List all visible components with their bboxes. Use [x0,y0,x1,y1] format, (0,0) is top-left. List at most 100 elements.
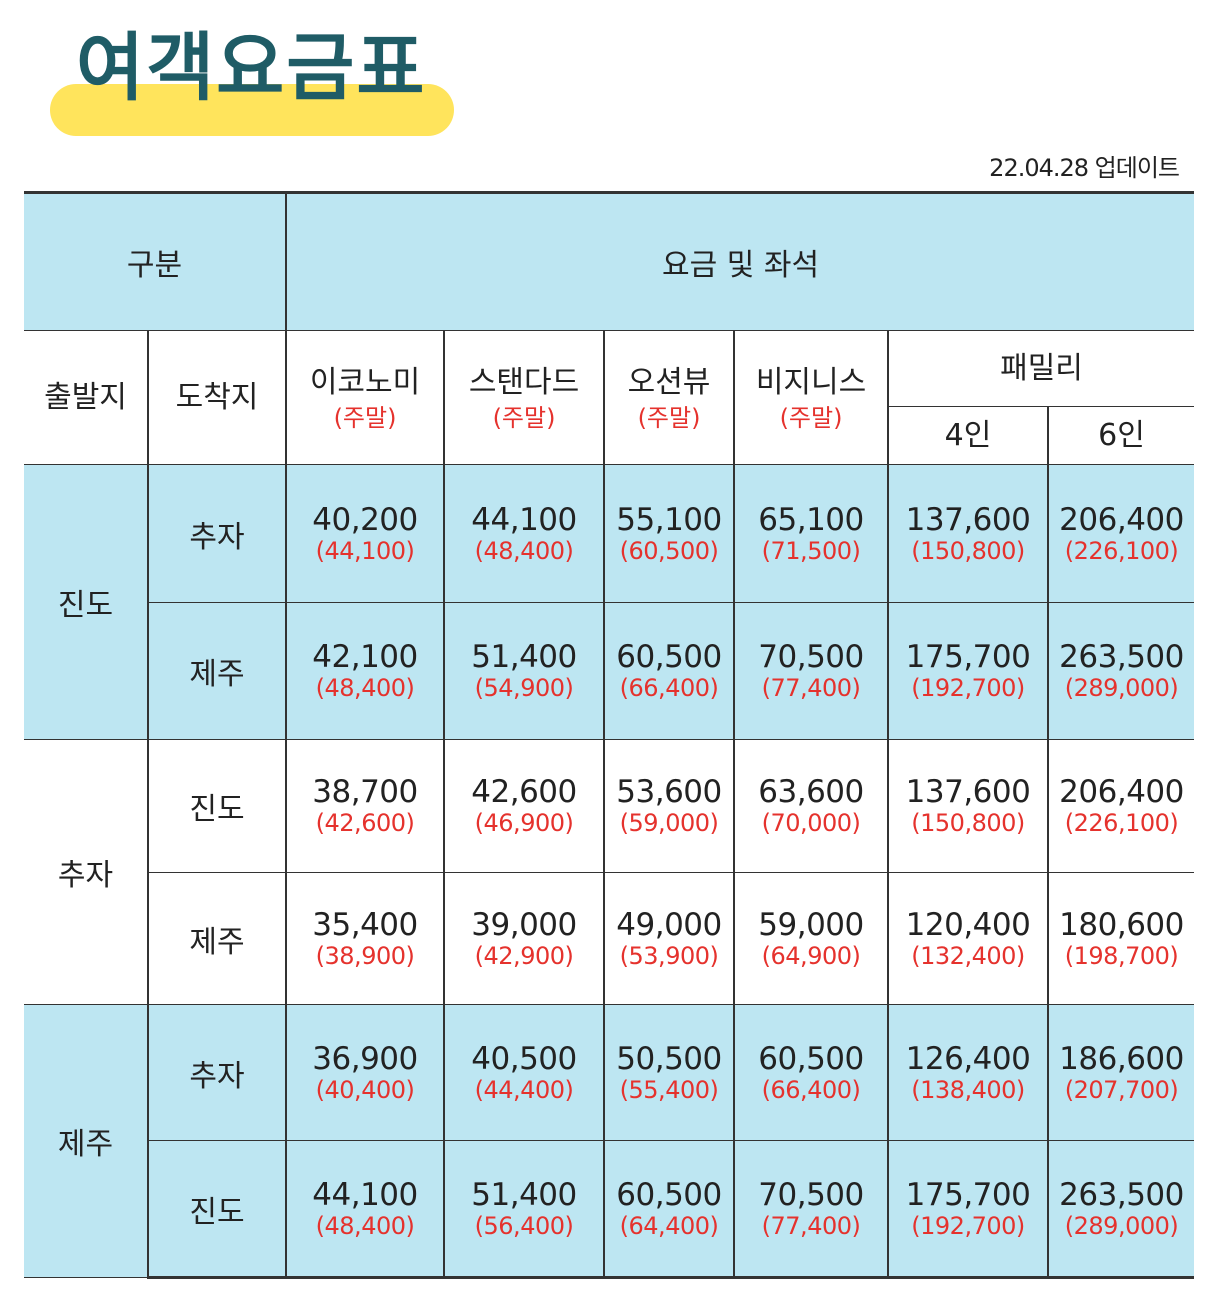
fare-base: 44,100 [312,1176,418,1213]
fare-cell: 180,600 (198,700) [1048,872,1195,1005]
destination-cell: 진도 [148,1140,288,1279]
update-date: 22.04.28 업데이트 [989,154,1180,182]
fare-base: 40,200 [312,501,418,538]
fare-weekend: (77,400) [761,1211,861,1240]
fare-cell: 120,400 (132,400) [888,872,1050,1005]
fare-cell: 186,600 (207,700) [1048,1004,1195,1141]
fare-cell: 63,600 (70,000) [734,739,890,873]
fare-base: 42,100 [312,639,418,675]
fare-base: 60,500 [758,1040,864,1077]
fare-weekend: (289,000) [1064,1211,1179,1240]
fare-weekend: (48,400) [315,674,415,702]
fare-cell: 55,100 (60,500) [604,464,736,603]
fare-cell: 263,500 (289,000) [1048,1140,1195,1279]
fare-cell: 38,700 (42,600) [286,739,446,873]
header-class-economy: 이코노미 (주말) [286,330,446,465]
fare-base: 175,700 [905,1176,1031,1213]
fare-cell: 51,400 (56,400) [444,1140,606,1279]
fare-base: 63,600 [758,774,864,810]
class-weekend-note: (주말) [779,403,843,432]
fare-cell: 59,000 (64,900) [734,872,890,1005]
class-name: 이코노미 [309,364,421,400]
fare-cell: 40,200 (44,100) [286,464,446,603]
fare-base: 39,000 [471,906,577,943]
fare-cell: 44,100 (48,400) [444,464,606,603]
header-family-6: 6인 [1048,406,1195,465]
title-highlight [50,84,454,136]
fare-base: 53,600 [616,774,722,810]
fare-cell: 51,400 (54,900) [444,602,606,740]
class-name: 비지니스 [755,364,867,400]
fare-weekend: (40,400) [315,1075,415,1104]
fare-weekend: (150,800) [911,809,1025,837]
route-row: 제주 35,400 (38,900) 39,000 (42,900) 49,000 (53,… [24,872,1195,1005]
fare-weekend: (56,400) [474,1211,574,1240]
fare-weekend: (59,000) [619,809,719,837]
fare-weekend: (192,700) [911,1211,1025,1240]
class-weekend-note: (주말) [333,403,397,432]
fare-weekend: (289,000) [1064,674,1179,702]
fare-cell: 50,500 (55,400) [604,1004,736,1141]
class-name: 스탠다드 [468,364,580,400]
fare-base: 50,500 [616,1040,722,1077]
fare-cell: 60,500 (66,400) [604,602,736,740]
route-row: 제주 42,100 (48,400) 51,400 (54,900) 60,500 (66,… [24,602,1195,740]
fare-cell: 42,100 (48,400) [286,602,446,740]
fare-cell: 206,400 (226,100) [1048,739,1195,873]
fare-cell: 53,600 (59,000) [604,739,736,873]
header-arrival: 도착지 [148,330,288,465]
fare-base: 35,400 [312,906,418,943]
fare-cell: 39,000 (42,900) [444,872,606,1005]
destination-cell: 제주 [148,872,288,1005]
header-family: 패밀리 [888,330,1195,407]
origin-cell: 제주 [24,1004,149,1278]
fare-cell: 49,000 (53,900) [604,872,736,1005]
fare-base: 137,600 [905,501,1031,538]
fare-base: 42,600 [471,774,577,810]
class-name: 오션뷰 [627,364,711,400]
page-title: 여객요금표 [76,25,427,111]
header-category: 구분 [24,191,288,331]
fare-weekend: (64,400) [619,1211,719,1240]
fare-base: 36,900 [312,1040,418,1077]
header-class-business: 비지니스 (주말) [734,330,890,465]
fare-base: 38,700 [312,774,418,810]
fare-weekend: (54,900) [474,674,574,702]
fare-cell: 70,500 (77,400) [734,602,890,740]
fare-weekend: (198,700) [1064,941,1179,970]
fare-weekend: (46,900) [474,809,574,837]
fare-table: 구분 요금 및 좌석 출발지 도착지 이코노미 (주말) 스탠다드 (주말) 오… [24,191,1195,1279]
fare-base: 65,100 [758,501,864,538]
fare-weekend: (70,000) [761,809,861,837]
fare-cell: 44,100 (48,400) [286,1140,446,1279]
fare-weekend: (42,900) [474,941,574,970]
fare-base: 59,000 [758,906,864,943]
fare-base: 51,400 [471,639,577,675]
fare-base: 206,400 [1059,774,1184,810]
header-family-4: 4인 [888,406,1050,465]
fare-base: 60,500 [616,1176,722,1213]
fare-weekend: (55,400) [619,1075,719,1104]
fare-weekend: (132,400) [911,941,1025,970]
fare-cell: 263,500 (289,000) [1048,602,1195,740]
route-row: 진도 추자 40,200 (44,100) 44,100 (48,400) 55,100 (6… [24,464,1195,740]
fare-base: 137,600 [905,774,1031,810]
fare-weekend: (66,400) [761,1075,861,1104]
fare-cell: 175,700 (192,700) [888,1140,1050,1279]
origin-cell: 진도 [24,464,149,740]
fare-cell: 126,400 (138,400) [888,1004,1050,1141]
destination-cell: 추자 [148,464,288,603]
fare-base: 175,700 [905,639,1031,675]
fare-base: 70,500 [758,1176,864,1213]
fare-weekend: (64,900) [761,941,861,970]
fare-weekend: (138,400) [911,1075,1025,1104]
origin-cell: 추자 [24,739,149,1005]
fare-cell: 40,500 (44,400) [444,1004,606,1141]
fare-cell: 175,700 (192,700) [888,602,1050,740]
destination-cell: 제주 [148,602,288,740]
fare-base: 40,500 [471,1040,577,1077]
fare-base: 263,500 [1059,639,1184,675]
fare-base: 51,400 [471,1176,577,1213]
fare-weekend: (38,900) [315,941,415,970]
header-class-standard: 스탠다드 (주말) [444,330,606,465]
